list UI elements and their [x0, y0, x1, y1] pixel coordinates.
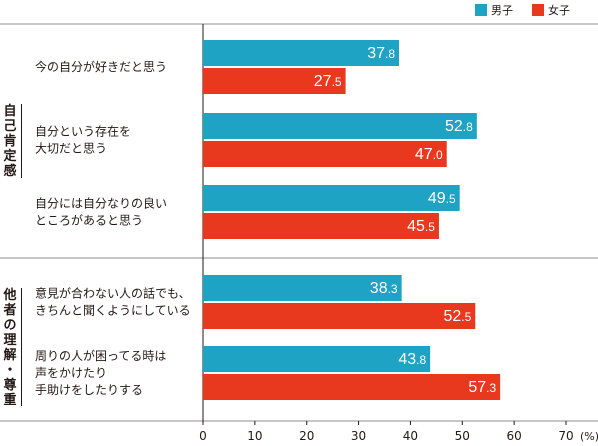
- bar-male: [203, 346, 431, 372]
- x-unit-label: (%): [580, 430, 598, 443]
- bar-male: [203, 185, 460, 211]
- category-label: 今の自分が好きだと思う: [35, 59, 167, 74]
- category-label: 手助けをしたりする: [35, 383, 143, 397]
- category-label: 自分という存在を: [35, 125, 131, 139]
- category-label: ところがあると思う: [35, 213, 143, 228]
- x-tick-label: 40: [403, 429, 418, 443]
- x-tick-label: 20: [299, 429, 314, 443]
- category-label: 大切だと思う: [35, 142, 107, 156]
- category-label: 意見が合わない人の話でも、: [35, 286, 191, 301]
- x-tick-label: 60: [507, 429, 522, 443]
- bar-value-label: 27.5: [314, 73, 342, 90]
- bar-value-label: 43.8: [398, 351, 426, 368]
- bar-value-label: 57.3: [468, 379, 496, 396]
- group-bracket-self-esteem: [21, 104, 22, 178]
- bar-male: [203, 40, 400, 66]
- bar-male: [203, 275, 402, 301]
- bar-male: [203, 113, 477, 139]
- x-tick-label: 30: [351, 429, 366, 443]
- legend-female: 女子: [532, 2, 570, 18]
- category-label: 声をかけたり: [35, 366, 107, 380]
- legend-male: 男子: [475, 2, 513, 18]
- category-label: 周りの人が困ってる時は: [35, 348, 166, 363]
- x-tick-label: 0: [199, 429, 207, 443]
- x-tick-label: 70: [558, 429, 573, 443]
- bar-value-label: 38.3: [370, 280, 398, 297]
- category-label: きちんと聞くようにしている: [35, 304, 191, 318]
- bar-female: [203, 141, 447, 167]
- bar-female: [203, 374, 501, 400]
- x-tick-label: 10: [247, 429, 262, 443]
- bar-value-label: 37.8: [367, 45, 395, 62]
- bar-female: [203, 303, 476, 329]
- bar-female: [203, 213, 439, 239]
- bar-value-label: 49.5: [428, 190, 456, 207]
- bar-value-label: 45.5: [407, 218, 435, 235]
- bar-value-label: 47.0: [415, 146, 443, 163]
- legend-female-label: 女子: [548, 4, 570, 17]
- bar-value-label: 52.8: [445, 118, 473, 135]
- category-label: 自分には自分なりの良い: [35, 196, 167, 211]
- group-bracket-respect: [21, 288, 22, 406]
- legend-female-swatch: [532, 4, 544, 16]
- legend-male-swatch: [475, 4, 487, 16]
- x-tick-label: 50: [455, 429, 470, 443]
- group-label-respect: 他者の理解・尊重: [3, 288, 17, 408]
- bar-female: [203, 68, 346, 94]
- legend-male-label: 男子: [491, 4, 513, 17]
- bar-value-label: 52.5: [443, 308, 471, 325]
- group-label-self-esteem: 自己肯定感: [3, 104, 17, 179]
